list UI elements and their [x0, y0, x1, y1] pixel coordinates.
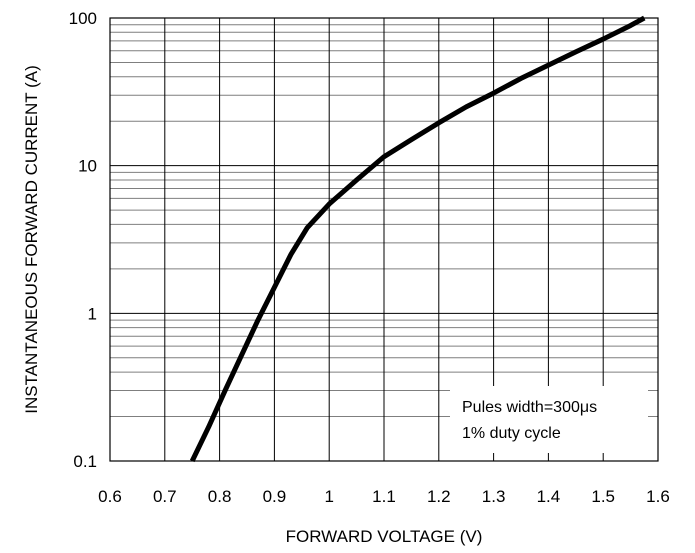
series-layer	[189, 15, 646, 463]
x-tick-label: 1.5	[591, 487, 615, 506]
plot-border	[109, 17, 659, 462]
x-tick-label: 0.9	[263, 487, 287, 506]
x-axis-title: FORWARD VOLTAGE (V)	[286, 527, 483, 546]
x-tick-label: 0.6	[98, 487, 122, 506]
x-tick-label: 0.8	[208, 487, 232, 506]
plot-frame	[109, 17, 659, 462]
pulse-note-rect	[450, 386, 648, 453]
x-tick-label: 0.7	[153, 487, 177, 506]
y-axis-title: INSTANTANEOUS FORWARD CURRENT (A)	[22, 65, 41, 414]
x-tick-label: 1.4	[537, 487, 561, 506]
x-tick-label: 1.3	[482, 487, 506, 506]
pulse-note-box: Pules width=300μs 1% duty cycle	[450, 386, 648, 453]
x-tick-label: 1.1	[372, 487, 396, 506]
y-tick-label: 10	[78, 157, 97, 176]
y-tick-label: 0.1	[73, 452, 97, 471]
pulse-note-line-2: 1% duty cycle	[462, 425, 561, 442]
pulse-note-line-1: Pules width=300μs	[462, 399, 597, 416]
y-tick-label: 1	[88, 304, 97, 323]
x-tick-label: 1.2	[427, 487, 451, 506]
x-tick-label: 1	[324, 487, 333, 506]
tick-layer: 0.6 0.7 0.8 0.9 1 1.1 1.2 1.3 1.4 1.5 1.6 0.1 1 10 100	[69, 9, 670, 506]
forward-current-curve	[189, 15, 646, 463]
y-tick-label: 100	[69, 9, 97, 28]
x-tick-label: 1.6	[646, 487, 670, 506]
